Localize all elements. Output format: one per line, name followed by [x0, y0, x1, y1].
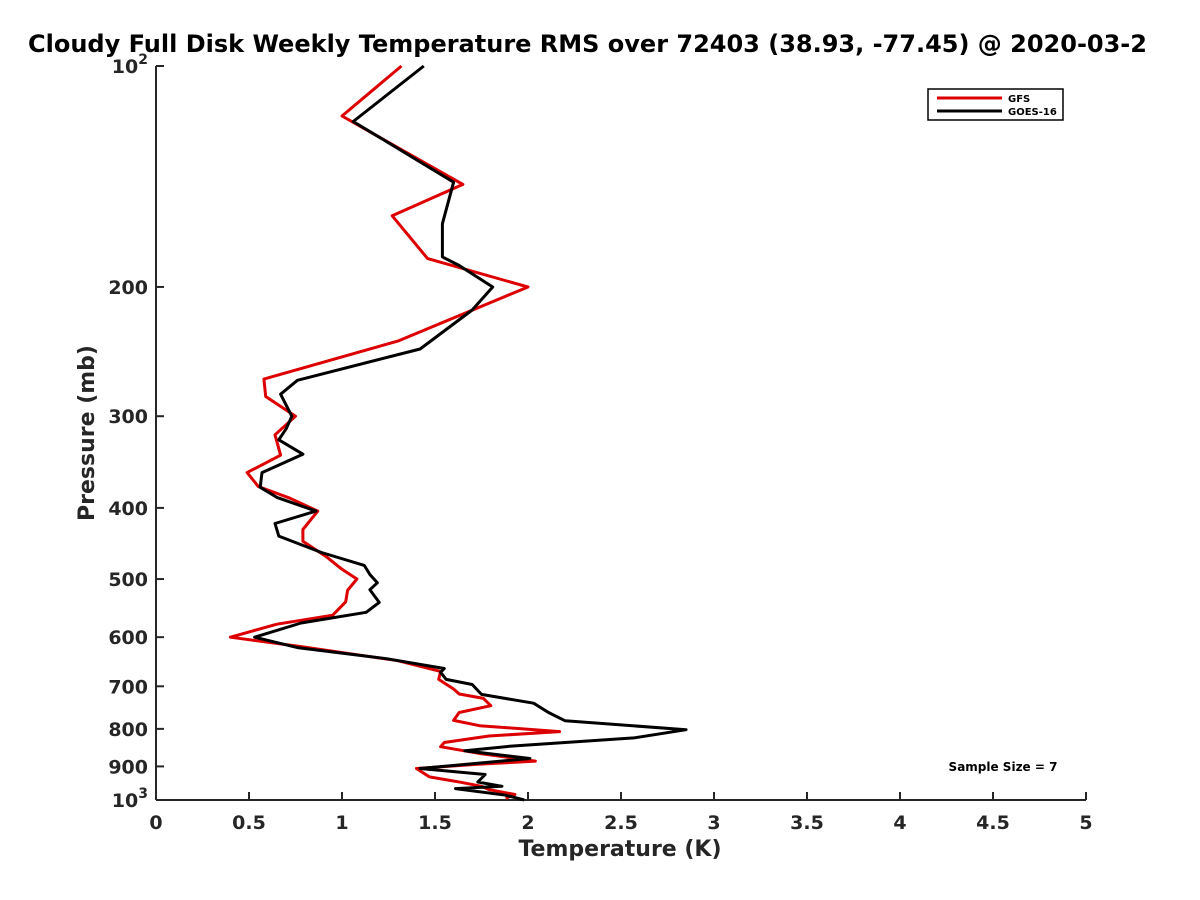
plot-area [155, 66, 1086, 801]
series-lines [228, 64, 688, 802]
y-tick-label: 600 [108, 627, 148, 649]
legend-label: GOES-16 [1008, 107, 1057, 118]
x-tick-label: 1 [335, 812, 348, 834]
x-tick-label: 0 [149, 812, 162, 834]
chart-title: Cloudy Full Disk Weekly Temperature RMS … [28, 30, 1147, 58]
y-tick-label: 300 [108, 406, 148, 428]
x-tick-label: 3.5 [790, 812, 824, 834]
x-axis-label: Temperature (K) [518, 837, 721, 862]
y-axis-ticks: 102 200 300 400 500 600 700 800 900 103 [108, 52, 164, 812]
x-tick-label: 2 [521, 812, 534, 834]
x-tick-label: 4.5 [976, 812, 1010, 834]
y-tick-label: 800 [108, 719, 148, 741]
series-line-gfs [228, 64, 562, 800]
legend-label: GFS [1008, 94, 1030, 105]
y-tick-label: 500 [108, 569, 148, 591]
y-axis-label: Pressure (mb) [75, 345, 100, 521]
y-tick-label: 200 [108, 277, 148, 299]
y-tick-label: 102 [112, 52, 148, 78]
y-tick-label: 400 [108, 498, 148, 520]
x-tick-label: 1.5 [418, 812, 452, 834]
x-tick-label: 5 [1079, 812, 1092, 834]
y-tick-label: 900 [108, 756, 148, 778]
series-line-goes-16 [253, 64, 688, 802]
x-tick-label: 0.5 [232, 812, 266, 834]
sample-size-annotation: Sample Size = 7 [949, 760, 1058, 774]
x-tick-label: 2.5 [604, 812, 638, 834]
y-tick-label: 103 [112, 786, 148, 812]
x-tick-label: 4 [893, 812, 906, 834]
y-tick-label: 700 [108, 676, 148, 698]
legend-box [927, 88, 1064, 121]
x-axis-ticks: 0 0.5 1 1.5 2 2.5 3 3.5 4 4.5 5 [149, 792, 1093, 834]
x-tick-label: 3 [707, 812, 720, 834]
legend: GFS GOES-16 [927, 88, 1064, 121]
